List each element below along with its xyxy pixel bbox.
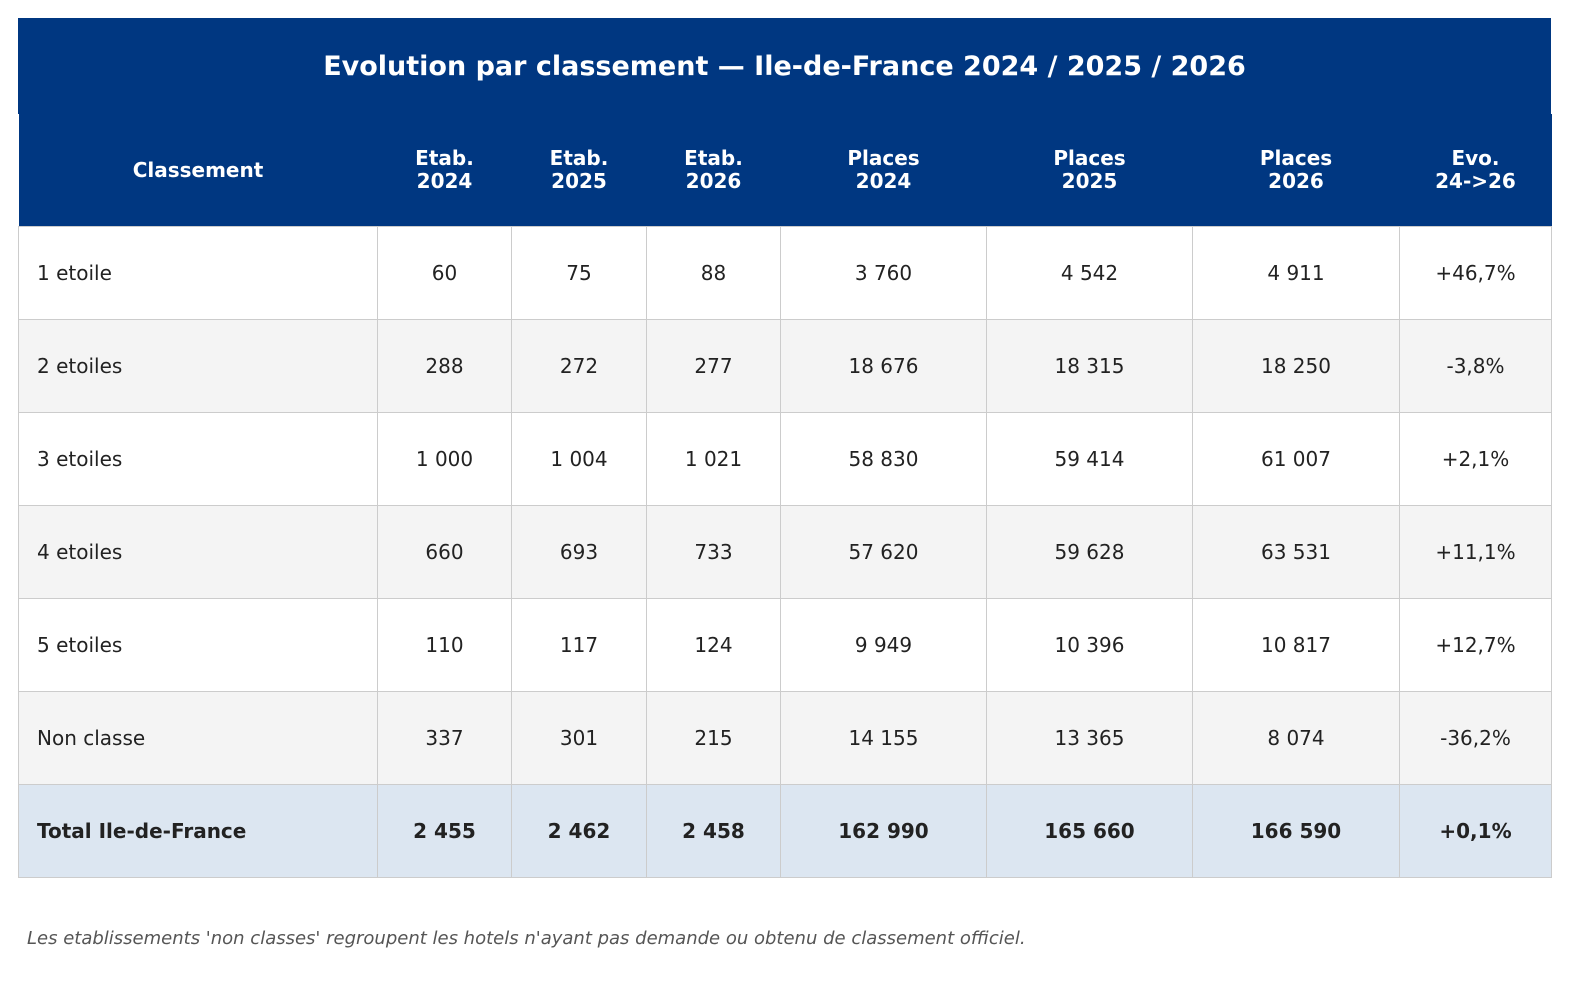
data-table-container: Evolution par classement — Ile-de-France…: [18, 18, 1552, 878]
cell-etab-2025: 272: [511, 319, 647, 413]
cell-places-2025: 59 628: [986, 505, 1193, 599]
cell-classement: 3 etoiles: [18, 412, 378, 506]
cell-etab-2025: 75: [511, 226, 647, 320]
cell-places-2024: 9 949: [780, 598, 987, 692]
cell-etab-2026: 88: [646, 226, 781, 320]
table-row: 4 etoiles 660 693 733 57 620 59 628 63 531 +11,…: [18, 505, 1552, 599]
cell-etab-2025: 117: [511, 598, 647, 692]
cell-places-2025: 4 542: [986, 226, 1193, 320]
cell-etab-2026: 1 021: [646, 412, 781, 506]
cell-evolution: +46,7%: [1399, 226, 1552, 320]
cell-places-2025: 59 414: [986, 412, 1193, 506]
column-header-places-2024: Places 2024: [780, 114, 987, 227]
cell-etab-2024: 60: [377, 226, 512, 320]
total-row: Total Ile-de-France 2 455 2 462 2 458 162 99…: [18, 784, 1552, 878]
cell-places-2024: 57 620: [780, 505, 987, 599]
cell-etab-2024: 337: [377, 691, 512, 785]
cell-etab-2025: 693: [511, 505, 647, 599]
cell-etab-2025: 1 004: [511, 412, 647, 506]
column-header-evolution: Evo. 24->26: [1399, 114, 1552, 227]
cell-places-2026: 4 911: [1192, 226, 1400, 320]
total-cell-classement: Total Ile-de-France: [18, 784, 378, 878]
cell-places-2026: 18 250: [1192, 319, 1400, 413]
cell-classement: 5 etoiles: [18, 598, 378, 692]
cell-places-2024: 3 760: [780, 226, 987, 320]
cell-etab-2026: 215: [646, 691, 781, 785]
cell-classement: 4 etoiles: [18, 505, 378, 599]
total-cell-places-2024: 162 990: [780, 784, 987, 878]
cell-places-2025: 13 365: [986, 691, 1193, 785]
cell-evolution: +2,1%: [1399, 412, 1552, 506]
total-cell-places-2025: 165 660: [986, 784, 1193, 878]
data-table: Classement Etab. 2024 Etab. 2025 Etab. 2…: [18, 114, 1552, 878]
cell-etab-2026: 124: [646, 598, 781, 692]
table-row: 2 etoiles 288 272 277 18 676 18 315 18 250 -3,8…: [18, 319, 1552, 413]
column-header-etab-2025: Etab. 2025: [511, 114, 647, 227]
total-cell-etab-2026: 2 458: [646, 784, 781, 878]
cell-evolution: +12,7%: [1399, 598, 1552, 692]
cell-etab-2024: 1 000: [377, 412, 512, 506]
column-header-places-2026: Places 2026: [1192, 114, 1400, 227]
total-cell-etab-2024: 2 455: [377, 784, 512, 878]
table-row: 1 etoile 60 75 88 3 760 4 542 4 911 +46,7%: [18, 226, 1552, 320]
cell-places-2025: 18 315: [986, 319, 1193, 413]
cell-etab-2024: 288: [377, 319, 512, 413]
cell-places-2024: 14 155: [780, 691, 987, 785]
footnote: Les etablissements 'non classes' regroup…: [27, 928, 1026, 949]
cell-places-2024: 58 830: [780, 412, 987, 506]
column-header-etab-2026: Etab. 2026: [646, 114, 781, 227]
column-header-etab-2024: Etab. 2024: [377, 114, 512, 227]
cell-etab-2025: 301: [511, 691, 647, 785]
cell-evolution: -36,2%: [1399, 691, 1552, 785]
cell-classement: Non classe: [18, 691, 378, 785]
cell-etab-2024: 110: [377, 598, 512, 692]
cell-etab-2024: 660: [377, 505, 512, 599]
table-body: 1 etoile 60 75 88 3 760 4 542 4 911 +46,7% 2 eto…: [18, 226, 1552, 878]
header-row: Classement Etab. 2024 Etab. 2025 Etab. 2…: [18, 114, 1552, 227]
table-row: Non classe 337 301 215 14 155 13 365 8 074 -36,…: [18, 691, 1552, 785]
cell-etab-2026: 733: [646, 505, 781, 599]
cell-classement: 2 etoiles: [18, 319, 378, 413]
cell-evolution: +11,1%: [1399, 505, 1552, 599]
total-cell-etab-2025: 2 462: [511, 784, 647, 878]
cell-classement: 1 etoile: [18, 226, 378, 320]
cell-places-2025: 10 396: [986, 598, 1193, 692]
table-title: Evolution par classement — Ile-de-France…: [18, 18, 1551, 114]
cell-places-2026: 63 531: [1192, 505, 1400, 599]
cell-evolution: -3,8%: [1399, 319, 1552, 413]
table-row: 3 etoiles 1 000 1 004 1 021 58 830 59 414 61 0…: [18, 412, 1552, 506]
total-cell-evolution: +0,1%: [1399, 784, 1552, 878]
cell-etab-2026: 277: [646, 319, 781, 413]
cell-places-2026: 8 074: [1192, 691, 1400, 785]
column-header-places-2025: Places 2025: [986, 114, 1193, 227]
total-cell-places-2026: 166 590: [1192, 784, 1400, 878]
column-header-classement: Classement: [18, 114, 378, 227]
cell-places-2026: 61 007: [1192, 412, 1400, 506]
table-row: 5 etoiles 110 117 124 9 949 10 396 10 817 +12,7…: [18, 598, 1552, 692]
cell-places-2024: 18 676: [780, 319, 987, 413]
cell-places-2026: 10 817: [1192, 598, 1400, 692]
